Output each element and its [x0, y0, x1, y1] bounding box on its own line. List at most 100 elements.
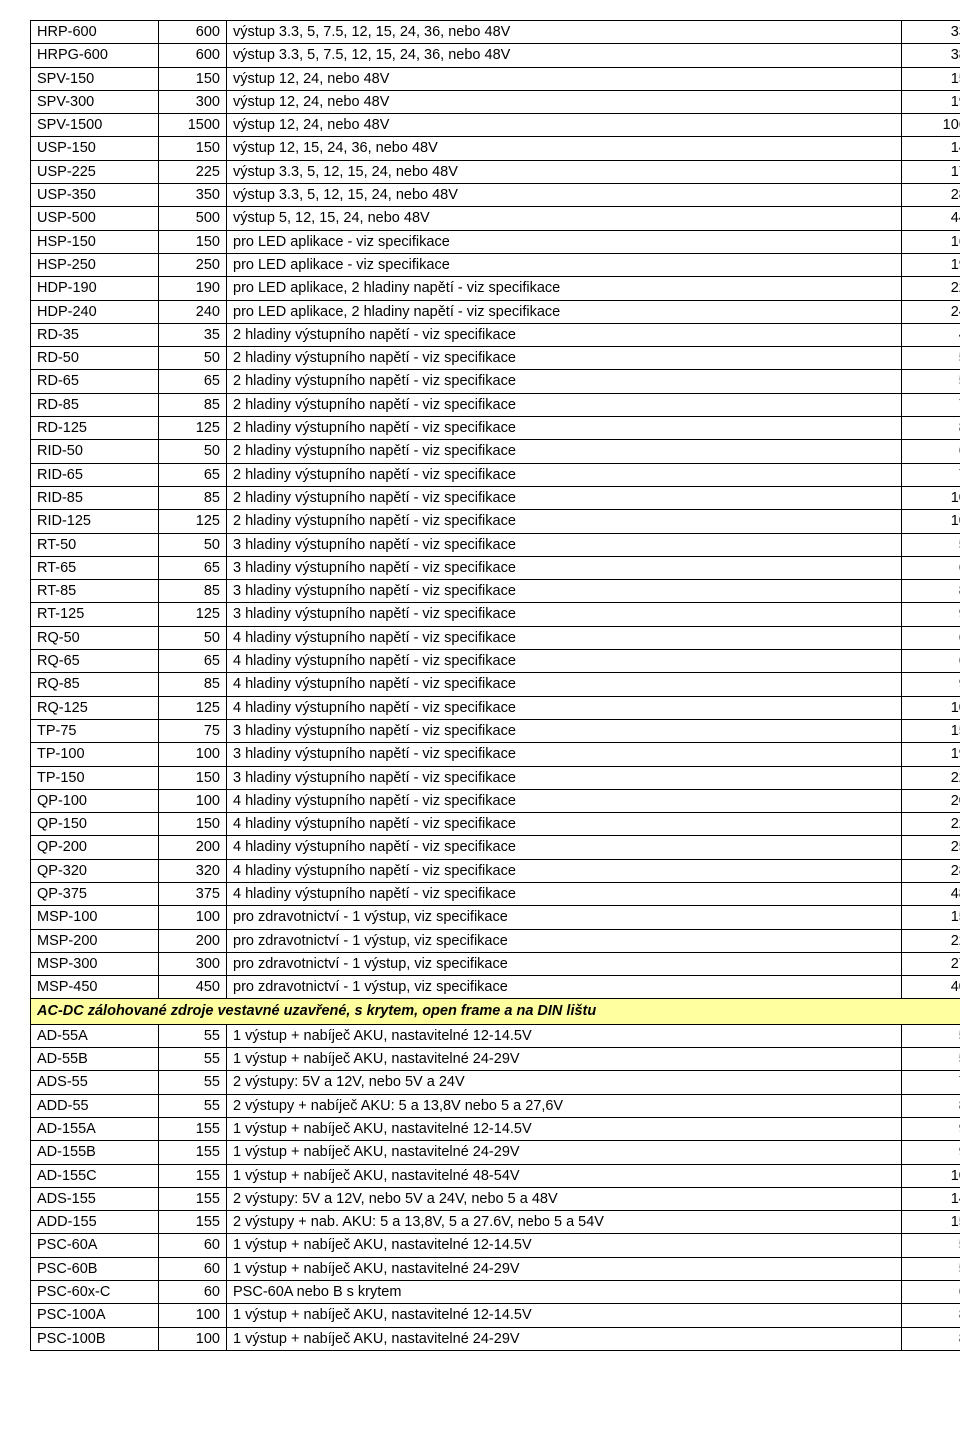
- cell-val: 225: [159, 160, 227, 183]
- table-row: AD-155A1551 výstup + nabíječ AKU, nastav…: [31, 1117, 960, 1140]
- cell-price: 2745: [902, 952, 960, 975]
- cell-price: 1930: [902, 743, 960, 766]
- table-row: QP-1001004 hladiny výstupního napětí - v…: [31, 789, 960, 812]
- cell-price: 1640: [902, 230, 960, 253]
- cell-desc: výstup 12, 24, nebo 48V: [227, 90, 902, 113]
- cell-val: 60: [159, 1257, 227, 1280]
- cell-price: 2280: [902, 929, 960, 952]
- cell-desc: 2 hladiny výstupního napětí - viz specif…: [227, 393, 902, 416]
- cell-desc: PSC-60A nebo B s krytem: [227, 1281, 902, 1304]
- cell-val: 300: [159, 952, 227, 975]
- cell-model: RT-50: [31, 533, 159, 556]
- cell-price: 685: [902, 440, 960, 463]
- cell-desc: 2 hladiny výstupního napětí - viz specif…: [227, 417, 902, 440]
- cell-model: RD-65: [31, 370, 159, 393]
- table-row: AC-DC zálohované zdroje vestavné uzavřen…: [31, 999, 960, 1024]
- cell-desc: pro LED aplikace, 2 hladiny napětí - viz…: [227, 300, 902, 323]
- cell-price: 940: [902, 673, 960, 696]
- cell-price: 4065: [902, 976, 960, 999]
- cell-desc: 4 hladiny výstupního napětí - viz specif…: [227, 673, 902, 696]
- cell-val: 300: [159, 90, 227, 113]
- cell-model: ADS-55: [31, 1071, 159, 1094]
- cell-val: 200: [159, 836, 227, 859]
- cell-price: 965: [902, 603, 960, 626]
- cell-model: QP-320: [31, 859, 159, 882]
- cell-price: 880: [902, 580, 960, 603]
- cell-desc: 1 výstup + nabíječ AKU, nastavitelné 24-…: [227, 1048, 902, 1071]
- cell-val: 100: [159, 1304, 227, 1327]
- cell-model: HRP-600: [31, 21, 159, 44]
- cell-price: 620: [902, 626, 960, 649]
- cell-model: USP-500: [31, 207, 159, 230]
- table-row: RQ-85854 hladiny výstupního napětí - viz…: [31, 673, 960, 696]
- cell-desc: výstup 12, 15, 24, 36, nebo 48V: [227, 137, 902, 160]
- table-row: USP-500500výstup 5, 12, 15, 24, nebo 48V…: [31, 207, 960, 230]
- cell-model: RD-85: [31, 393, 159, 416]
- cell-model: HSP-250: [31, 253, 159, 276]
- cell-val: 85: [159, 486, 227, 509]
- cell-desc: 2 výstupy + nabíječ AKU: 5 a 13,8V nebo …: [227, 1094, 902, 1117]
- cell-val: 240: [159, 300, 227, 323]
- cell-desc: pro LED aplikace - viz specifikace: [227, 230, 902, 253]
- cell-price: 580: [902, 1048, 960, 1071]
- cell-model: USP-350: [31, 184, 159, 207]
- cell-model: ADD-155: [31, 1211, 159, 1234]
- cell-price: 1585: [902, 67, 960, 90]
- table-row: RD-50502 hladiny výstupního napětí - viz…: [31, 347, 960, 370]
- cell-desc: 1 výstup + nabíječ AKU, nastavitelné 12-…: [227, 1117, 902, 1140]
- cell-model: RID-125: [31, 510, 159, 533]
- cell-val: 250: [159, 253, 227, 276]
- cell-val: 50: [159, 533, 227, 556]
- table-row: RID-65652 hladiny výstupního napětí - vi…: [31, 463, 960, 486]
- table-row: USP-150150výstup 12, 15, 24, 36, nebo 48…: [31, 137, 960, 160]
- cell-price: 2275: [902, 277, 960, 300]
- table-row: RQ-50504 hladiny výstupního napětí - viz…: [31, 626, 960, 649]
- cell-val: 125: [159, 696, 227, 719]
- cell-desc: 3 hladiny výstupního napětí - viz specif…: [227, 556, 902, 579]
- cell-model: RD-50: [31, 347, 159, 370]
- cell-price: 640: [902, 1281, 960, 1304]
- cell-desc: výstup 3.3, 5, 12, 15, 24, nebo 48V: [227, 184, 902, 207]
- cell-val: 65: [159, 650, 227, 673]
- cell-val: 155: [159, 1211, 227, 1234]
- table-row: ADD-1551552 výstupy + nab. AKU: 5 a 13,8…: [31, 1211, 960, 1234]
- cell-desc: 3 hladiny výstupního napětí - viz specif…: [227, 766, 902, 789]
- cell-desc: 4 hladiny výstupního napětí - viz specif…: [227, 836, 902, 859]
- table-row: MSP-100100pro zdravotnictví - 1 výstup, …: [31, 906, 960, 929]
- cell-price: 565: [902, 370, 960, 393]
- table-row: PSC-100A1001 výstup + nabíječ AKU, nasta…: [31, 1304, 960, 1327]
- table-row: TP-1001003 hladiny výstupního napětí - v…: [31, 743, 960, 766]
- cell-desc: 3 hladiny výstupního napětí - viz specif…: [227, 719, 902, 742]
- table-row: HRPG-600600výstup 3.3, 5, 7.5, 12, 15, 2…: [31, 44, 960, 67]
- cell-desc: 4 hladiny výstupního napětí - viz specif…: [227, 696, 902, 719]
- cell-desc: výstup 3.3, 5, 12, 15, 24, nebo 48V: [227, 160, 902, 183]
- cell-price: 1470: [902, 1187, 960, 1210]
- cell-model: MSP-100: [31, 906, 159, 929]
- cell-val: 375: [159, 882, 227, 905]
- cell-val: 50: [159, 347, 227, 370]
- cell-price: 550: [902, 1024, 960, 1047]
- cell-price: 990: [902, 1117, 960, 1140]
- cell-desc: 2 výstupy: 5V a 12V, nebo 5V a 24V, nebo…: [227, 1187, 902, 1210]
- cell-model: RT-85: [31, 580, 159, 603]
- cell-val: 150: [159, 766, 227, 789]
- cell-price: 2240: [902, 766, 960, 789]
- cell-val: 190: [159, 277, 227, 300]
- cell-model: RID-85: [31, 486, 159, 509]
- cell-desc: 4 hladiny výstupního napětí - viz specif…: [227, 626, 902, 649]
- cell-desc: 2 výstupy + nab. AKU: 5 a 13,8V, 5 a 27.…: [227, 1211, 902, 1234]
- cell-val: 125: [159, 510, 227, 533]
- cell-price: 4890: [902, 882, 960, 905]
- cell-price: 1045: [902, 510, 960, 533]
- table-row: QP-3753754 hladiny výstupního napětí - v…: [31, 882, 960, 905]
- cell-price: 890: [902, 1304, 960, 1327]
- cell-desc: pro zdravotnictví - 1 výstup, viz specif…: [227, 976, 902, 999]
- table-row: HDP-190190pro LED aplikace, 2 hladiny na…: [31, 277, 960, 300]
- table-row: MSP-300300pro zdravotnictví - 1 výstup, …: [31, 952, 960, 975]
- cell-val: 155: [159, 1187, 227, 1210]
- cell-val: 65: [159, 370, 227, 393]
- cell-price: 875: [902, 417, 960, 440]
- cell-desc: pro zdravotnictví - 1 výstup, viz specif…: [227, 906, 902, 929]
- cell-model: RT-125: [31, 603, 159, 626]
- cell-model: MSP-450: [31, 976, 159, 999]
